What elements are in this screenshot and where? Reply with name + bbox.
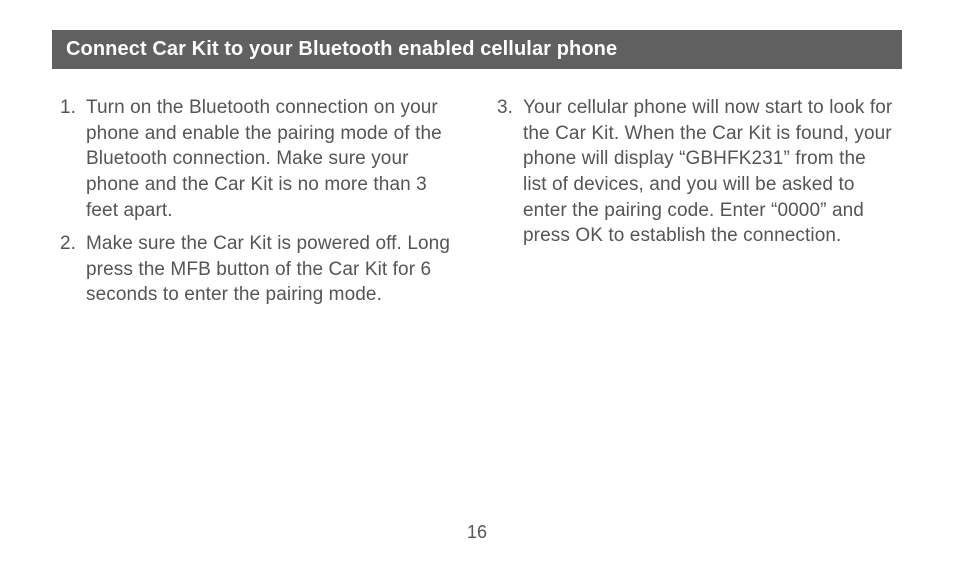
list-item: Turn on the Bluetooth connection on your…: [60, 95, 457, 223]
instruction-columns: Turn on the Bluetooth connection on your…: [52, 95, 902, 316]
page-number: 16: [0, 522, 954, 543]
list-item: Make sure the Car Kit is powered off. Lo…: [60, 231, 457, 308]
left-column: Turn on the Bluetooth connection on your…: [60, 95, 457, 316]
list-item: Your cellular phone will now start to lo…: [497, 95, 894, 249]
right-column: Your cellular phone will now start to lo…: [497, 95, 894, 316]
instruction-list-left: Turn on the Bluetooth connection on your…: [60, 95, 457, 308]
instruction-list-right: Your cellular phone will now start to lo…: [497, 95, 894, 249]
manual-page: Connect Car Kit to your Bluetooth enable…: [0, 0, 954, 573]
section-heading: Connect Car Kit to your Bluetooth enable…: [52, 30, 902, 69]
